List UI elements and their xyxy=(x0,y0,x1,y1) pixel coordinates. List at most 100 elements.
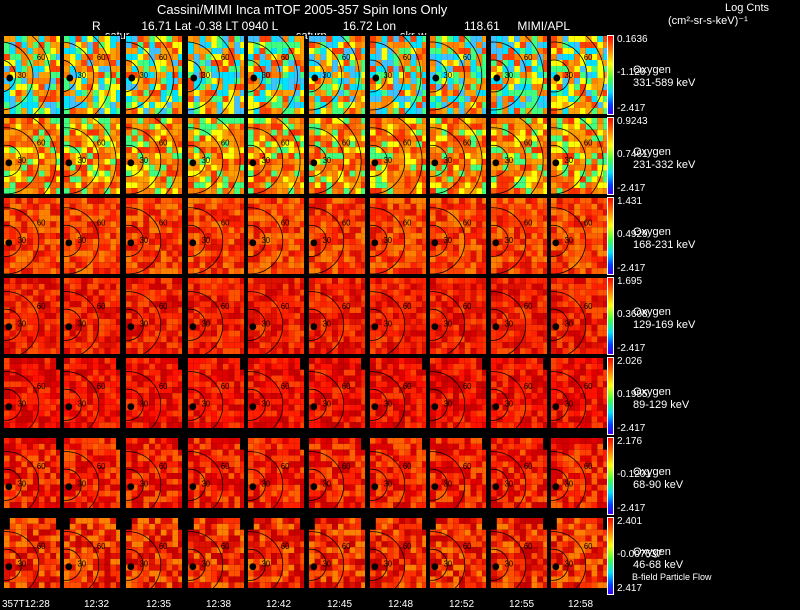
pixel-bin xyxy=(44,313,51,319)
pixel-bin xyxy=(193,198,200,204)
pixel-bin xyxy=(422,209,426,216)
pixel-bin xyxy=(56,295,60,302)
pixel-bin xyxy=(81,268,88,274)
pixel-bin xyxy=(537,42,544,48)
pixel-bin xyxy=(110,48,117,54)
pixel-bin xyxy=(537,238,544,245)
pixel-bin xyxy=(430,221,436,228)
pixel-bin xyxy=(603,215,607,222)
pixel-bin xyxy=(288,238,295,245)
pixel-bin xyxy=(271,307,277,314)
pixel-bin xyxy=(271,209,277,216)
pixel-bin xyxy=(508,118,515,124)
pixel-bin xyxy=(32,164,39,171)
pixel-bin xyxy=(370,313,376,319)
pixel-bin xyxy=(199,318,206,325)
pixel-bin xyxy=(149,250,155,257)
pixel-bin xyxy=(21,66,28,72)
pixel-bin xyxy=(248,198,254,204)
pixel-bin xyxy=(404,96,411,102)
pixel-bin xyxy=(271,158,277,165)
pixel-bin xyxy=(355,209,362,216)
pixel-bin xyxy=(116,72,120,78)
pixel-bin xyxy=(314,84,321,90)
pixel-bin xyxy=(27,342,33,349)
pixel-bin xyxy=(149,84,155,90)
pixel-bin xyxy=(188,203,194,210)
pixel-bin xyxy=(172,250,179,257)
pixel-bin xyxy=(416,215,423,222)
pixel-bin xyxy=(178,233,182,239)
pixel-bin xyxy=(222,289,229,296)
pixel-bin xyxy=(64,209,70,216)
pixel-bin xyxy=(75,238,82,245)
pixel-bin xyxy=(332,295,338,302)
pixel-bin xyxy=(453,118,459,124)
pixel-bin xyxy=(416,295,423,302)
pixel-bin xyxy=(574,198,580,204)
pixel-bin xyxy=(508,250,515,257)
pixel-bin xyxy=(228,78,235,84)
pixel-bin xyxy=(519,129,526,136)
pixel-bin xyxy=(332,268,338,274)
pixel-bin xyxy=(398,307,405,314)
pixel-bin xyxy=(309,307,315,314)
pixel-bin xyxy=(27,158,33,165)
pixel-bin xyxy=(50,198,57,204)
pixel-bin xyxy=(422,233,426,239)
pixel-bin xyxy=(337,158,344,165)
pixel-bin xyxy=(87,301,93,308)
pixel-bin xyxy=(597,102,604,108)
pixel-bin xyxy=(531,147,538,154)
pixel-bin xyxy=(193,102,200,108)
pixel-bin xyxy=(288,262,295,269)
pixel-bin xyxy=(240,182,244,189)
pixel-bin xyxy=(143,90,150,96)
pixel-bin xyxy=(259,295,266,302)
pixel-bin xyxy=(56,84,60,90)
pixel-bin xyxy=(491,147,497,154)
pixel-bin xyxy=(166,147,173,154)
pixel-bin xyxy=(137,262,144,269)
pixel-bin xyxy=(216,188,223,194)
pixel-bin xyxy=(137,176,144,183)
pixel-bin xyxy=(228,141,235,148)
pixel-bin xyxy=(597,203,604,210)
pixel-bin xyxy=(98,283,105,290)
pixel-bin xyxy=(496,215,503,222)
contour-label: 30 xyxy=(18,320,27,329)
pixel-bin xyxy=(393,72,399,78)
pixel-bin xyxy=(15,203,22,210)
pixel-bin xyxy=(591,135,598,142)
pixel-bin xyxy=(271,96,277,102)
pixel-bin xyxy=(104,256,111,263)
contour-arc xyxy=(309,127,345,194)
pixel-bin xyxy=(131,198,138,204)
pixel-bin xyxy=(332,256,338,263)
pixel-bin xyxy=(476,250,483,257)
pixel-bin xyxy=(69,108,76,114)
pixel-bin xyxy=(349,36,356,42)
pixel-bin xyxy=(137,108,144,114)
pixel-bin xyxy=(4,262,10,269)
pixel-bin xyxy=(178,164,182,171)
pixel-bin xyxy=(551,198,557,204)
pixel-bin xyxy=(470,198,477,204)
pixel-bin xyxy=(537,72,544,78)
pixel-bin xyxy=(15,72,22,78)
pixel-bin xyxy=(9,244,16,251)
pixel-bin xyxy=(531,42,538,48)
pixel-bin xyxy=(110,227,117,234)
pixel-bin xyxy=(591,215,598,222)
contour-arc xyxy=(491,41,527,111)
pixel-bin xyxy=(393,170,399,177)
pixel-bin xyxy=(591,123,598,130)
pixel-bin xyxy=(188,42,194,48)
pixel-bin xyxy=(326,108,333,114)
pixel-bin xyxy=(104,36,111,42)
pixel-bin xyxy=(104,42,111,48)
pixel-bin xyxy=(240,36,244,42)
pixel-bin xyxy=(64,215,70,222)
pixel-bin xyxy=(537,129,544,136)
pixel-bin xyxy=(110,221,117,228)
